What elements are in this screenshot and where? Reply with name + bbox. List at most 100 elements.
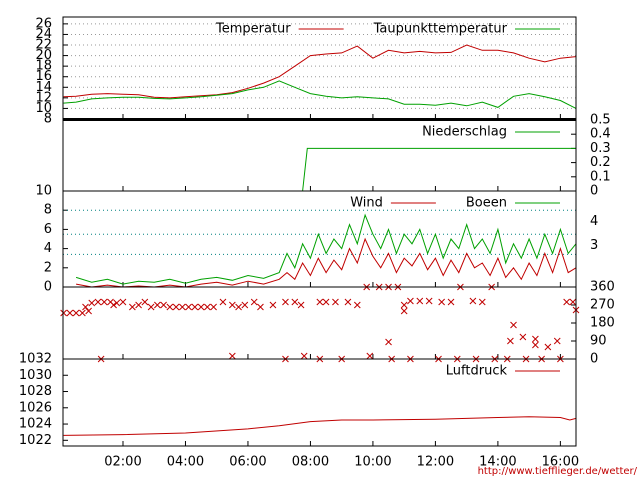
y-tick-label: 0.4 (590, 127, 611, 142)
point (185, 303, 192, 311)
y-tick-label: 90 (590, 334, 607, 349)
point (203, 303, 211, 311)
y-tick-label: 0.1 (590, 169, 611, 184)
point (353, 301, 361, 309)
x-tick-label: 14:00 (479, 455, 516, 470)
y-tick-label: 0.2 (590, 155, 611, 170)
point (88, 299, 96, 307)
point (110, 301, 117, 309)
y-tick-label: 14 (35, 80, 52, 95)
data-line (76, 237, 577, 288)
point (82, 303, 89, 311)
source-url: http://www.tiefflieger.de/wetter/ (478, 466, 638, 477)
point (291, 298, 299, 306)
point (407, 297, 414, 305)
point (316, 298, 324, 306)
point (72, 309, 80, 317)
y2-tick-label: 3 (590, 238, 598, 253)
y-tick-label: 1028 (19, 384, 52, 399)
y-tick-label: 12 (35, 90, 52, 105)
point (66, 309, 74, 317)
y-tick-label: 1026 (19, 400, 52, 415)
point (197, 303, 205, 311)
point (519, 333, 527, 341)
point (85, 307, 92, 315)
point (235, 303, 242, 311)
point (569, 298, 577, 306)
point (141, 298, 149, 306)
point (469, 297, 477, 305)
y2-tick-label: 4 (590, 214, 598, 229)
point (400, 301, 408, 309)
point (269, 301, 277, 309)
x-tick-label: 04:00 (167, 455, 204, 470)
point (532, 335, 539, 343)
y-tick-label: 1030 (19, 368, 52, 383)
y-tick-label: 180 (590, 316, 615, 331)
point (416, 297, 424, 305)
y-tick-label: 1032 (19, 352, 52, 367)
point (129, 303, 136, 311)
point (178, 303, 186, 311)
point (250, 298, 258, 306)
point (300, 352, 308, 360)
point (210, 303, 217, 311)
point (385, 338, 392, 346)
x-tick-label: 06:00 (229, 455, 266, 470)
point (478, 298, 486, 306)
point (153, 301, 161, 309)
point (257, 303, 264, 311)
y-tick-label: 16 (35, 69, 52, 84)
y-tick-label: 10 (35, 101, 52, 116)
data-line (63, 44, 577, 99)
y-tick-label: 0.5 (590, 113, 611, 128)
y-tick-label: 18 (35, 59, 52, 74)
y-tick-label: 270 (590, 298, 615, 313)
x-tick-label: 10:00 (354, 455, 391, 470)
data-line (63, 147, 576, 192)
legend-label: Taupunkttemperatur (373, 22, 508, 37)
point (166, 303, 174, 311)
x-tick-label: 02:00 (104, 455, 141, 470)
point (532, 341, 539, 349)
point (510, 321, 517, 329)
point (160, 301, 167, 309)
point (553, 337, 561, 345)
y-tick-label: 10 (35, 184, 52, 199)
y-tick-label: 8 (44, 203, 52, 218)
legend-label: Wind (350, 196, 383, 211)
y-tick-label: 0 (590, 184, 598, 199)
y-tick-label: 22 (35, 38, 52, 53)
y-tick-label: 20 (35, 48, 52, 63)
point (119, 298, 127, 306)
point (135, 301, 142, 309)
point (544, 343, 552, 351)
y-tick-label: 0 (44, 280, 52, 295)
x-tick-label: 08:00 (292, 455, 329, 470)
point (563, 298, 570, 306)
point (100, 298, 108, 306)
y-tick-label: 1022 (19, 433, 52, 448)
x-tick-label: 12:00 (417, 455, 454, 470)
point (60, 309, 67, 317)
point (228, 301, 236, 309)
point (332, 298, 339, 306)
y-tick-label: 1024 (19, 417, 52, 432)
panel-frame (62, 358, 577, 447)
point (191, 303, 199, 311)
point (219, 298, 227, 306)
point (507, 337, 514, 345)
x-tick-label: 16:00 (542, 455, 579, 470)
point (366, 352, 374, 360)
point (282, 298, 289, 306)
point (172, 303, 180, 311)
data-line (63, 416, 577, 436)
point (94, 298, 102, 306)
y-tick-label: 2 (44, 260, 52, 275)
y-tick-label: 26 (35, 16, 52, 31)
point (228, 352, 236, 360)
legend-label: Boeen (466, 196, 507, 211)
y-tick-label: 0 (590, 352, 598, 367)
panel-frame (62, 286, 577, 360)
